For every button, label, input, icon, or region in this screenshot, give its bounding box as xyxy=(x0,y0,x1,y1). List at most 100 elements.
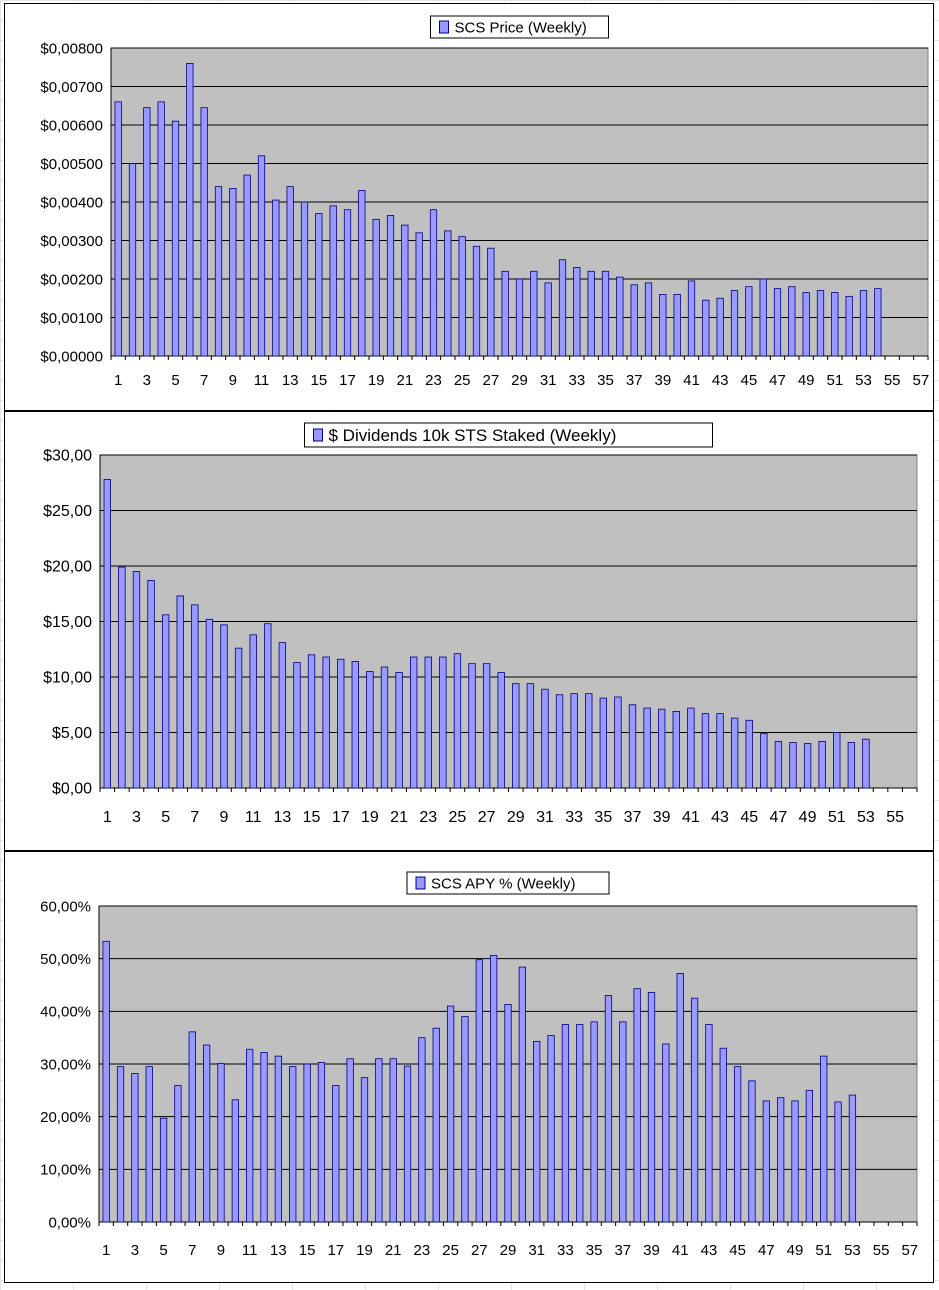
bar xyxy=(409,656,418,789)
bar xyxy=(561,1024,570,1223)
x-tick-label: 3 xyxy=(132,809,141,826)
x-tick-label: 39 xyxy=(654,372,671,389)
bar xyxy=(730,290,739,357)
price-legend-box xyxy=(430,15,609,39)
x-tick-label: 23 xyxy=(419,809,437,826)
bar xyxy=(128,163,137,357)
bar xyxy=(789,742,797,789)
bar xyxy=(439,656,447,789)
bar xyxy=(558,259,567,357)
bar xyxy=(504,1004,512,1223)
dividends-legend-label: $ Dividends 10k STS Staked (Weekly) xyxy=(329,426,617,445)
x-tick-label: 25 xyxy=(449,809,467,826)
x-tick-label: 19 xyxy=(361,809,379,826)
x-tick-label: 43 xyxy=(711,809,729,826)
bar xyxy=(272,199,280,357)
bar xyxy=(702,299,710,357)
bar xyxy=(859,290,868,357)
x-tick-label: 5 xyxy=(171,372,179,389)
x-tick-label: 55 xyxy=(884,372,901,389)
apy-legend-box xyxy=(406,871,610,895)
bar xyxy=(733,1066,742,1223)
bar xyxy=(614,696,622,789)
x-tick-label: 27 xyxy=(478,809,496,826)
x-tick-label: 33 xyxy=(568,372,585,389)
dividends-legend-box xyxy=(304,422,713,448)
apy-chart-frame[interactable]: 0,00% 10,00% 20,00% 30,00% 40,00% 50,00% 60,00… xyxy=(4,851,934,1283)
bar xyxy=(317,1062,326,1223)
bar xyxy=(200,107,208,357)
bar xyxy=(599,697,608,789)
legend-swatch xyxy=(313,428,323,442)
y-tick-label: $0,00200 xyxy=(40,271,103,288)
x-tick-label: 49 xyxy=(799,809,817,826)
bar xyxy=(547,1035,555,1223)
bar xyxy=(307,654,316,789)
y-tick-label: $0,00700 xyxy=(40,79,103,96)
x-tick-label: 41 xyxy=(672,1242,689,1259)
bar xyxy=(541,688,549,789)
bar xyxy=(845,295,853,357)
bar xyxy=(862,738,870,789)
bar xyxy=(530,270,538,357)
bar xyxy=(619,1021,627,1223)
bar xyxy=(249,634,257,789)
legend-swatch xyxy=(415,876,426,890)
bar xyxy=(386,215,395,357)
apy-legend-label: SCS APY % (Weekly) xyxy=(431,875,576,892)
x-tick-label: 29 xyxy=(500,1242,517,1259)
x-tick-label: 53 xyxy=(855,372,872,389)
x-tick-label: 55 xyxy=(873,1242,890,1259)
bar xyxy=(220,624,228,789)
bar xyxy=(745,286,753,357)
price-chart-frame[interactable]: $0,00000 $0,00100 $0,00200 $0,00300 $0,00400… xyxy=(4,3,934,411)
dividends-chart: $0,00 $5,00 $10,00 $15,00 $20,00 $25,00 $30,00… xyxy=(43,422,918,826)
y-tick-label: 30,00% xyxy=(40,1056,91,1073)
x-tick-label: 23 xyxy=(414,1242,431,1259)
bar xyxy=(337,658,345,789)
bar xyxy=(687,707,695,789)
bar xyxy=(286,186,294,357)
x-tick-label: 37 xyxy=(614,1242,631,1259)
bar xyxy=(628,704,637,789)
x-tick-label: 11 xyxy=(242,1242,258,1259)
x-tick-label: 17 xyxy=(332,809,350,826)
bar xyxy=(102,940,110,1223)
bar xyxy=(329,205,337,357)
bar xyxy=(401,224,409,357)
bar xyxy=(633,988,641,1223)
bar xyxy=(788,286,796,357)
y-tick-label: $15,00 xyxy=(43,614,92,631)
bar xyxy=(103,479,111,789)
bar xyxy=(544,282,552,357)
y-tick-label: $0,00000 xyxy=(40,348,103,365)
bar xyxy=(161,614,170,789)
bar xyxy=(676,973,684,1223)
bar xyxy=(214,186,223,357)
bar xyxy=(777,1097,785,1223)
bar xyxy=(647,991,656,1223)
x-tick-label: 27 xyxy=(471,1242,488,1259)
y-tick-label: $0,00100 xyxy=(40,310,103,327)
bar xyxy=(587,270,595,357)
x-tick-label: 45 xyxy=(740,809,758,826)
bar xyxy=(246,1048,254,1223)
x-tick-label: 13 xyxy=(273,809,291,826)
bar xyxy=(418,1037,426,1223)
x-tick-label: 33 xyxy=(557,1242,574,1259)
x-tick-label: 23 xyxy=(425,372,442,389)
x-tick-label: 39 xyxy=(643,1242,660,1259)
bar xyxy=(174,1085,182,1223)
dividends-chart-frame[interactable]: $0,00 $5,00 $10,00 $15,00 $20,00 $25,00 $30,00… xyxy=(4,411,934,851)
bar xyxy=(487,247,495,357)
bar xyxy=(716,297,724,357)
bar xyxy=(118,566,126,789)
bar xyxy=(847,742,856,789)
bar xyxy=(303,1063,311,1223)
bar xyxy=(468,663,476,789)
bar xyxy=(672,711,680,789)
y-tick-label: $30,00 xyxy=(43,448,92,465)
bar xyxy=(690,997,699,1223)
bar xyxy=(730,717,739,789)
x-tick-label: 31 xyxy=(536,809,554,826)
